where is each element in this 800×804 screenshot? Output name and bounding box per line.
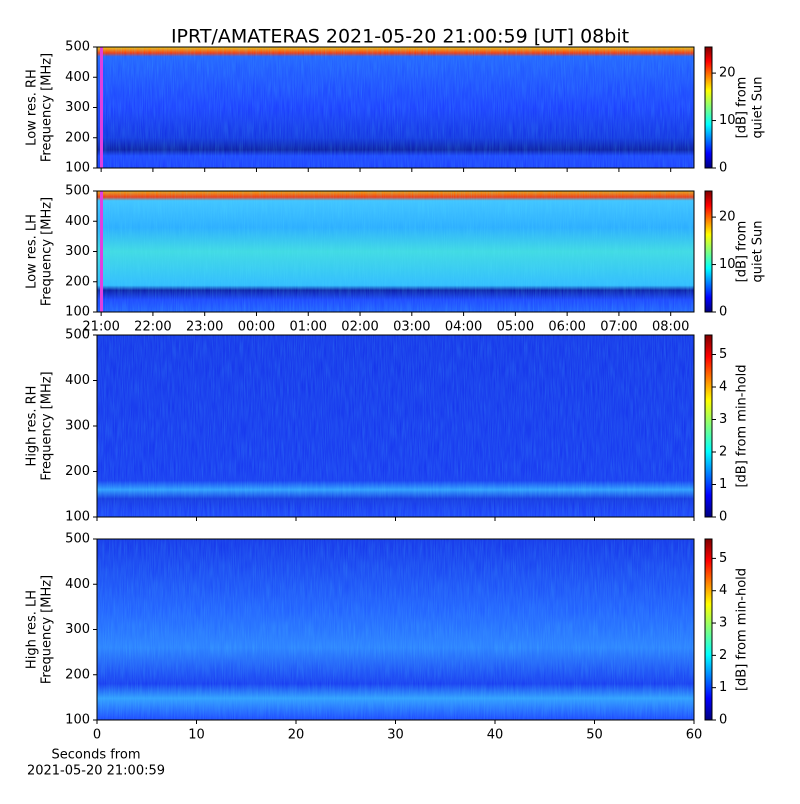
y-tick-label: 400 (65, 214, 90, 229)
colorbar (704, 190, 713, 313)
colorbar (704, 538, 713, 721)
y-tick-label: 200 (65, 274, 90, 289)
y-tick-label: 100 (65, 305, 90, 320)
y-tick-label: 400 (65, 70, 90, 85)
y-tick-label: 500 (65, 184, 90, 199)
y-tick-label: 300 (65, 244, 90, 259)
x-tick-label: 22:00 (134, 320, 171, 335)
y-tick-label: 100 (65, 161, 90, 176)
y-axis-label: Frequency [MHz] (40, 53, 55, 162)
colorbar-label: [dB] from (735, 221, 750, 283)
colorbar (704, 46, 713, 169)
spectrogram-noise (97, 539, 694, 720)
colorbar-tick-label: 0 (719, 161, 727, 176)
colorbar-tick-label: 2 (719, 648, 727, 663)
colorbar-tick-label: 0 (719, 510, 727, 525)
y-tick-label: 500 (65, 532, 90, 547)
x-tick-label: 50 (586, 728, 603, 743)
y-axis-label: High res. RH (25, 386, 40, 467)
figure-title: IPRT/AMATERAS 2021-05-20 21:00:59 [UT] 0… (171, 26, 629, 48)
x-tick-label: 00:00 (238, 320, 275, 335)
spectrogram-noise (97, 335, 694, 517)
x-tick-label: 10 (188, 728, 205, 743)
x-tick-label: 60 (686, 728, 703, 743)
colorbar-tick-label: 4 (719, 380, 727, 395)
y-tick-label: 500 (65, 40, 90, 55)
marker-line (100, 47, 103, 168)
x-tick-label: 07:00 (600, 320, 637, 335)
colorbar (704, 334, 713, 518)
colorbar-tick-label: 3 (719, 616, 727, 631)
x-tick-label: 40 (487, 728, 504, 743)
x-tick-label: 05:00 (497, 320, 534, 335)
colorbar-tick-label: 3 (719, 412, 727, 427)
x-tick-label: 30 (387, 728, 404, 743)
x-tick-label: 04:00 (445, 320, 482, 335)
colorbar-tick-label: 2 (719, 445, 727, 460)
x-tick-label: 0 (93, 728, 101, 743)
marker-line (100, 191, 103, 312)
colorbar-tick-label: 0 (719, 305, 727, 320)
y-axis-label: Low res. RH (25, 69, 40, 146)
y-axis-label: Frequency [MHz] (40, 575, 55, 684)
colorbar-tick-label: 10 (719, 113, 736, 128)
x-tick-label: 03:00 (393, 320, 430, 335)
y-tick-label: 100 (65, 510, 90, 525)
colorbar-tick-label: 20 (719, 210, 736, 225)
y-tick-label: 200 (65, 464, 90, 479)
x-tick-label: 06:00 (548, 320, 585, 335)
x-tick-label: 23:00 (186, 320, 223, 335)
x-axis-label: Seconds from (51, 748, 140, 763)
x-tick-label: 21:00 (82, 320, 119, 335)
spectrogram-noise (97, 47, 694, 168)
colorbar-label: quiet Sun (751, 76, 766, 138)
y-tick-label: 100 (65, 713, 90, 728)
y-axis-label: Frequency [MHz] (40, 371, 55, 480)
colorbar-label: [dB] from min-hold (735, 568, 750, 691)
y-axis-label: Low res. LH (25, 214, 40, 289)
y-tick-label: 300 (65, 100, 90, 115)
colorbar-label: quiet Sun (751, 220, 766, 282)
y-tick-label: 400 (65, 577, 90, 592)
colorbar-tick-label: 20 (719, 66, 736, 81)
spectrogram-noise (97, 191, 694, 312)
y-tick-label: 300 (65, 622, 90, 637)
colorbar-label: [dB] from (735, 77, 750, 139)
colorbar-tick-label: 10 (719, 257, 736, 272)
colorbar-tick-label: 1 (719, 477, 727, 492)
x-tick-label: 01:00 (290, 320, 327, 335)
y-tick-label: 300 (65, 419, 90, 434)
colorbar-tick-label: 4 (719, 583, 727, 598)
colorbar-tick-label: 1 (719, 680, 727, 695)
x-axis-label: 2021-05-20 21:00:59 (27, 764, 165, 779)
colorbar-tick-label: 5 (719, 347, 727, 362)
y-tick-label: 200 (65, 130, 90, 145)
y-tick-label: 400 (65, 373, 90, 388)
y-axis-label: Frequency [MHz] (40, 197, 55, 306)
x-tick-label: 02:00 (341, 320, 378, 335)
x-tick-label: 20 (288, 728, 305, 743)
y-axis-label: High res. LH (25, 590, 40, 669)
colorbar-tick-label: 0 (719, 713, 727, 728)
colorbar-tick-label: 5 (719, 551, 727, 566)
y-tick-label: 200 (65, 667, 90, 682)
colorbar-label: [dB] from min-hold (735, 364, 750, 487)
y-tick-label: 500 (65, 328, 90, 343)
x-tick-label: 08:00 (652, 320, 689, 335)
